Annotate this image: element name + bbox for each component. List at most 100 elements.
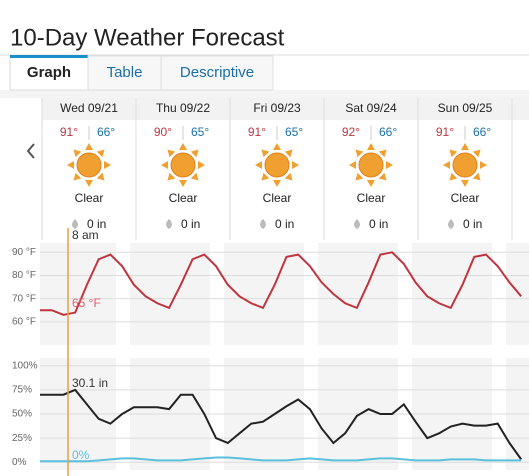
y-tick-label: 50% xyxy=(12,409,32,420)
series-line xyxy=(40,456,522,463)
sun-ray xyxy=(96,172,105,181)
sun-ray xyxy=(355,172,364,181)
precip: 0 in xyxy=(463,217,482,231)
sun-ray xyxy=(96,149,105,158)
y-tick-label: 90 °F xyxy=(12,247,36,258)
sun-ray xyxy=(190,172,199,181)
condition: Clear xyxy=(263,191,292,205)
active-tab-indicator xyxy=(10,55,88,58)
y-tick-label: 70 °F xyxy=(12,293,36,304)
sun-ray xyxy=(179,143,187,150)
tab-label[interactable]: Descriptive xyxy=(180,64,254,81)
sun-ray xyxy=(85,180,93,187)
y-tick-label: 25% xyxy=(12,433,32,444)
high-temp: 91° xyxy=(248,125,266,139)
sun-icon xyxy=(264,152,290,178)
y-tick-label: 60 °F xyxy=(12,316,36,327)
day-date: Fri 09/23 xyxy=(253,101,301,115)
sun-ray xyxy=(104,161,111,169)
high-temp: 90° xyxy=(154,125,172,139)
condition: Clear xyxy=(451,191,480,205)
sun-ray xyxy=(367,180,375,187)
sun-ray xyxy=(261,172,270,181)
sun-ray xyxy=(167,149,176,158)
sun-icon xyxy=(452,152,478,178)
tab-label[interactable]: Graph xyxy=(27,64,71,81)
sun-ray xyxy=(480,161,487,169)
sun-ray xyxy=(461,180,469,187)
daytime-band xyxy=(116,243,130,345)
precip: 0 in xyxy=(87,217,106,231)
sun-ray xyxy=(292,161,299,169)
day-header-bg xyxy=(42,98,529,120)
low-temp: 66° xyxy=(473,125,491,139)
y-tick-label: 100% xyxy=(12,360,38,371)
series-line xyxy=(40,388,522,460)
sun-ray xyxy=(367,143,375,150)
day-date: Thu 09/22 xyxy=(156,101,210,115)
precip: 0 in xyxy=(369,217,388,231)
condition: Clear xyxy=(75,191,104,205)
raindrop-icon xyxy=(260,219,266,229)
condition: Clear xyxy=(357,191,386,205)
high-temp: 91° xyxy=(436,125,454,139)
day-date: Wed 09/21 xyxy=(60,101,118,115)
time-annotation: 8 am xyxy=(72,228,99,242)
sun-ray xyxy=(273,143,281,150)
raindrop-icon xyxy=(354,219,360,229)
precip-annotation: 0% xyxy=(72,448,90,462)
high-temp: 92° xyxy=(342,125,360,139)
sun-ray xyxy=(472,149,481,158)
sun-icon xyxy=(76,152,102,178)
low-temp: 65° xyxy=(285,125,303,139)
page-title: 10-Day Weather Forecast xyxy=(10,24,285,51)
sun-ray xyxy=(73,172,82,181)
pressure-annotation: 30.1 in xyxy=(72,376,108,390)
sun-ray xyxy=(273,180,281,187)
daytime-band xyxy=(304,243,318,345)
sun-ray xyxy=(73,149,82,158)
precip: 0 in xyxy=(275,217,294,231)
sun-ray xyxy=(355,149,364,158)
sun-ray xyxy=(449,149,458,158)
day-date: Sat 09/24 xyxy=(345,101,397,115)
sun-ray xyxy=(167,172,176,181)
sun-ray xyxy=(472,172,481,181)
series-line xyxy=(40,251,522,316)
sun-ray xyxy=(378,149,387,158)
condition: Clear xyxy=(169,191,198,205)
temp-annotation: 65 °F xyxy=(72,296,101,310)
sun-ray xyxy=(349,161,356,169)
y-tick-label: 75% xyxy=(12,385,32,396)
low-temp: 66° xyxy=(97,125,115,139)
sun-ray xyxy=(386,161,393,169)
tab-label[interactable]: Table xyxy=(107,64,143,81)
day-date: Sun 09/25 xyxy=(438,101,493,115)
sun-icon xyxy=(358,152,384,178)
sun-ray xyxy=(443,161,450,169)
sun-ray xyxy=(161,161,168,169)
sun-icon xyxy=(170,152,196,178)
raindrop-icon xyxy=(448,219,454,229)
sun-ray xyxy=(198,161,205,169)
sun-ray xyxy=(461,143,469,150)
low-temp: 66° xyxy=(379,125,397,139)
sun-ray xyxy=(85,143,93,150)
sun-ray xyxy=(378,172,387,181)
daytime-band xyxy=(492,243,506,345)
tab[interactable] xyxy=(160,55,274,91)
daytime-band xyxy=(22,358,36,470)
sun-ray xyxy=(261,149,270,158)
daytime-band xyxy=(22,243,36,345)
sun-ray xyxy=(255,161,262,169)
sun-ray xyxy=(179,180,187,187)
sun-ray xyxy=(190,149,199,158)
previous-arrow[interactable] xyxy=(26,143,35,159)
daytime-band xyxy=(398,243,412,345)
raindrop-icon xyxy=(166,219,172,229)
tab[interactable] xyxy=(87,55,162,91)
sun-ray xyxy=(449,172,458,181)
y-tick-label: 0% xyxy=(12,457,27,468)
